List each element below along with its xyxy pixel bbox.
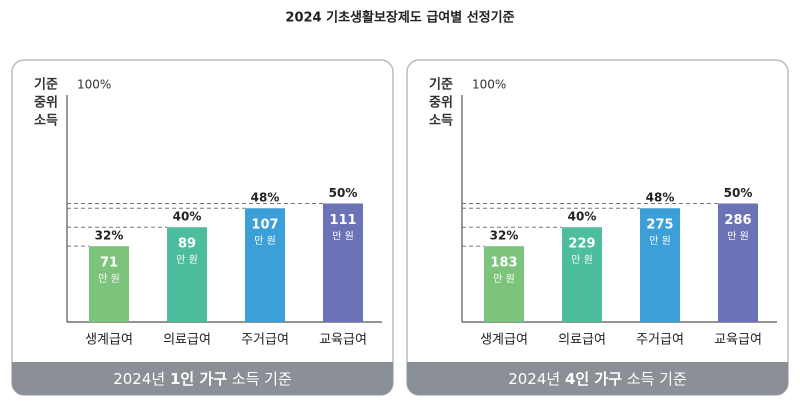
y-axis-label: 소득: [34, 114, 58, 129]
value-label: 48%: [646, 191, 675, 205]
bar: [562, 227, 602, 322]
x-tick-label: 생계급여: [85, 333, 133, 348]
y-axis-label: 기준: [429, 78, 453, 93]
caption-band: [12, 362, 393, 395]
value-label: 32%: [490, 229, 519, 243]
bar: [323, 203, 363, 322]
caption-part: 1인 가구: [170, 370, 227, 388]
value-label: 50%: [724, 186, 753, 200]
amount-label: 183: [490, 256, 517, 271]
value-label: 50%: [329, 186, 358, 200]
y-axis-label: 중위: [429, 96, 453, 111]
amount-unit: 만 원: [254, 235, 276, 247]
x-tick-label: 의료급여: [558, 333, 606, 348]
caption-band: [407, 362, 788, 395]
amount-label: 71: [100, 256, 118, 271]
amount-label: 286: [724, 213, 751, 228]
amount-label: 229: [568, 237, 595, 252]
bar: [167, 227, 207, 322]
value-label: 40%: [173, 210, 202, 224]
amount-unit: 만 원: [571, 254, 593, 266]
value-label: 48%: [251, 191, 280, 205]
bar: [89, 246, 129, 322]
caption-part: 소득 기준: [227, 370, 292, 388]
caption: 2024년 4인 가구 소득 기준: [508, 370, 687, 388]
page-title: 2024 기초생활보장제도 급여별 선정기준: [285, 10, 514, 26]
y-axis-label: 기준: [34, 78, 58, 93]
caption-part: 2024년: [113, 370, 170, 388]
y-axis-label: 중위: [34, 96, 58, 111]
x-tick-label: 주거급여: [636, 333, 684, 348]
amount-unit: 만 원: [727, 231, 749, 243]
amount-label: 111: [329, 213, 356, 228]
bar: [640, 208, 680, 322]
amount-unit: 만 원: [649, 235, 671, 247]
x-tick-label: 의료급여: [163, 333, 211, 348]
bar: [484, 246, 524, 322]
y-axis-label: 소득: [429, 114, 453, 129]
bar: [718, 203, 758, 322]
value-label: 40%: [568, 210, 597, 224]
x-tick-label: 생계급여: [480, 333, 528, 348]
value-label: 32%: [95, 229, 124, 243]
x-tick-label: 주거급여: [241, 333, 289, 348]
y-tick-label: 100%: [77, 78, 111, 92]
x-tick-label: 교육급여: [319, 333, 367, 348]
amount-unit: 만 원: [98, 273, 120, 285]
amount-label: 89: [178, 237, 196, 252]
caption-part: 4인 가구: [565, 370, 622, 388]
amount-unit: 만 원: [176, 254, 198, 266]
y-tick-label: 100%: [472, 78, 506, 92]
amount-unit: 만 원: [493, 273, 515, 285]
amount-unit: 만 원: [332, 231, 354, 243]
amount-label: 275: [646, 218, 673, 233]
x-tick-label: 교육급여: [714, 333, 762, 348]
caption-part: 2024년: [508, 370, 565, 388]
caption: 2024년 1인 가구 소득 기준: [113, 370, 292, 388]
caption-part: 소득 기준: [622, 370, 687, 388]
amount-label: 107: [251, 218, 278, 233]
bar: [245, 208, 285, 322]
